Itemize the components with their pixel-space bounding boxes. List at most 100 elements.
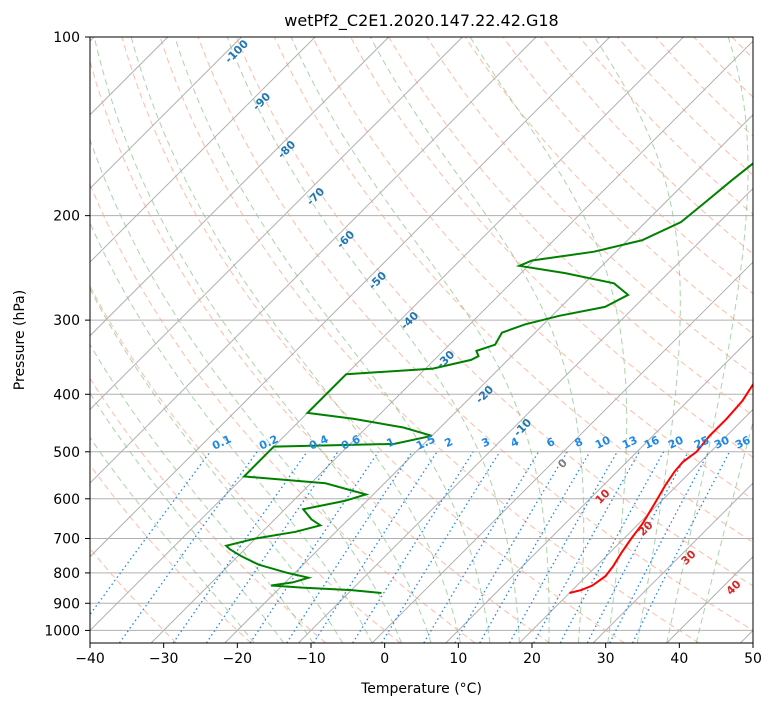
x-tick-label: −20 (223, 651, 253, 667)
mixing-ratio-line (172, 451, 308, 643)
moist-adiabat-line (93, 37, 432, 643)
mixing-ratio-line (508, 451, 618, 643)
isotherm-line (445, 335, 753, 643)
theta-e-label: 30 (679, 547, 699, 567)
isotherm-line (371, 261, 753, 643)
mixing-ratio-line (423, 451, 540, 643)
line-labels: -100-90-80-70-60-50-40-30-20-100.1 0.2 0.4… (210, 37, 753, 598)
y-tick-label: 800 (53, 566, 80, 582)
dry-adiabat-line (579, 37, 753, 215)
dry-adiabat-line (90, 59, 551, 643)
dry-adiabat-line (617, 37, 753, 176)
mixing-ratio-label: 8 (573, 435, 585, 450)
mixing-ratio-line (559, 451, 665, 643)
theta-e-label: 40 (724, 577, 744, 597)
isotherm-line (298, 187, 753, 643)
mixing-ratio-line (118, 451, 258, 643)
mixing-ratio-line (286, 451, 413, 643)
moist-adiabat-line (90, 287, 344, 643)
mixing-ratio-label: 3 (480, 435, 492, 450)
isotherm-label: -50 (366, 269, 389, 292)
mixing-ratio-label: 20 (666, 433, 686, 451)
isotherm-line (740, 629, 753, 643)
y-tick-label: 300 (53, 313, 80, 329)
x-tick-label: −30 (149, 651, 179, 667)
isotherm-label: -60 (334, 228, 357, 251)
x-tick-label: 10 (449, 651, 467, 667)
moist-adiabat-line (593, 37, 681, 643)
moist-adiabat-line (290, 37, 550, 643)
series-layer (224, 162, 753, 594)
y-tick-label: 600 (53, 492, 80, 508)
x-tick-label: 20 (523, 651, 541, 667)
mixing-ratio-line (632, 451, 731, 643)
y-tick-label: 200 (53, 209, 80, 225)
dry-adiabat-line (312, 37, 753, 501)
dry-adiabat-line (235, 37, 753, 587)
isotherm-line (90, 37, 611, 558)
dry-adiabat-line (770, 37, 775, 643)
mixing-ratio-label: 6 (545, 435, 558, 450)
moist-adiabat-line (666, 37, 749, 643)
theta-e-label: 20 (636, 518, 656, 538)
background-lines (90, 37, 775, 643)
isotherm-line (90, 37, 537, 484)
x-axis: −40 −30 −20 −10 0 10 20 30 40 50 (75, 643, 762, 667)
chart-title: wetPf2_C2E1.2020.147.22.42.G18 (284, 11, 558, 31)
moist-adiabat-line (130, 37, 461, 643)
moist-adiabat-line (90, 436, 255, 643)
moist-adiabat-line (90, 138, 403, 643)
mixing-ratio-line (352, 451, 474, 643)
mixing-ratio-line (586, 451, 689, 643)
x-tick-label: 30 (597, 651, 615, 667)
y-axis: 1000 900 800 700 600 500 400 300 200 100 (44, 30, 90, 639)
x-tick-label: 40 (670, 651, 688, 667)
isotherm-line (90, 37, 390, 337)
moist-adiabat-line (174, 37, 491, 643)
isotherm-line (519, 408, 753, 643)
y-tick-label: 700 (53, 532, 80, 548)
theta-e-label: 0 (555, 456, 570, 471)
y-axis-label: Pressure (hPa) (12, 290, 28, 390)
dry-adiabat-line (90, 464, 252, 643)
mixing-ratio-label: 0.4 (307, 432, 330, 452)
isotherm-line (90, 37, 242, 190)
mixing-ratio-label: 1 (385, 435, 397, 450)
dry-adiabat-line (655, 37, 753, 137)
y-tick-label: 500 (53, 445, 80, 461)
mixing-ratio-line (454, 451, 568, 643)
x-axis-label: Temperature (°C) (360, 681, 482, 697)
x-tick-label: −10 (296, 651, 326, 667)
moist-adiabat-line (90, 221, 373, 643)
isotherm-line (224, 114, 753, 643)
isotherm-label: -70 (304, 185, 327, 208)
mixing-ratio-line (205, 451, 339, 643)
x-tick-label: 50 (744, 651, 762, 667)
isotherm-line (666, 556, 753, 643)
mixing-ratio-label: 13 (620, 433, 639, 451)
plot-frame (89, 36, 754, 644)
isotherm-line (90, 37, 463, 411)
isotherm-line (90, 37, 316, 263)
isotherm-line (150, 40, 753, 643)
isotherm-label: -90 (250, 90, 273, 113)
dry-adiabat-line (197, 37, 753, 631)
moist-adiabat-line (90, 343, 314, 643)
mixing-ratio-label: 10 (593, 433, 613, 451)
mixing-ratio-line (381, 451, 501, 643)
mixing-ratio-label: 25 (692, 433, 711, 451)
mixing-ratio-label: 36 (733, 433, 753, 451)
y-tick-label: 900 (53, 596, 80, 612)
mixing-ratio-label: 30 (712, 433, 732, 451)
moist-adiabat-line (90, 392, 285, 643)
mixing-ratio-label: 1.5 (414, 433, 437, 453)
isotherm-label: -80 (275, 138, 298, 161)
moist-adiabat-line (369, 37, 585, 643)
dry-adiabat-line (350, 37, 753, 458)
isotherm-line (90, 37, 684, 632)
dry-adiabat-line (90, 285, 401, 643)
dry-adiabat-line (502, 37, 753, 295)
y-tick-label: 1000 (44, 623, 80, 639)
moist-adiabat-line (695, 420, 753, 643)
dry-adiabat-line (273, 37, 753, 543)
